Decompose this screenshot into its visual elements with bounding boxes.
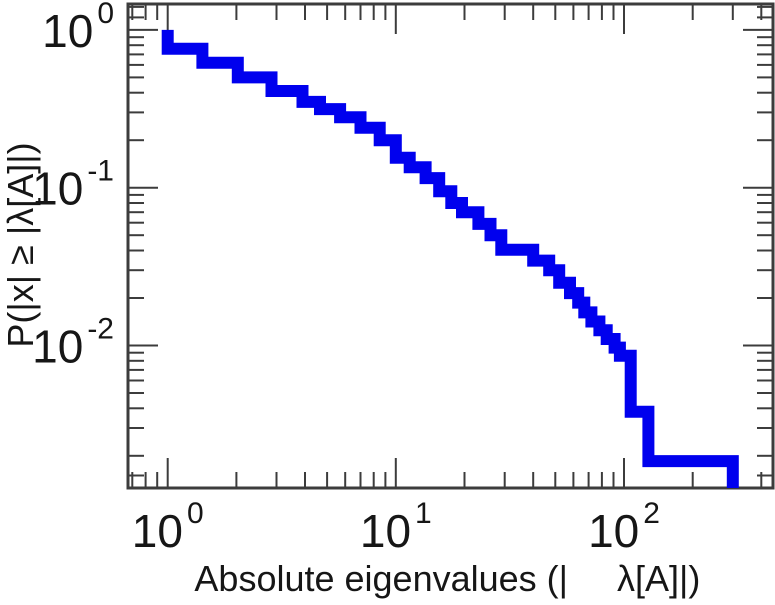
- y-tick-label: 10 0: [42, 0, 114, 57]
- x-axis-title-left: Absolute eigenvalues (|: [194, 558, 568, 599]
- y-tick-label: 10 -2: [32, 313, 114, 373]
- y-axis-title: P(|x| ≥ |λ[A]|): [0, 142, 41, 347]
- plot-layer: 10 0 10 1 10 210 010 -110 -2: [32, 0, 775, 557]
- x-axis-title: Absolute eigenvalues (| λ[A]|): [194, 558, 700, 599]
- x-tick-label: 10 1: [360, 497, 432, 557]
- x-tick-label: 10 2: [588, 497, 660, 557]
- y-tick-label-exponent: -2: [87, 313, 114, 346]
- x-tick-label-exponent: 0: [187, 497, 204, 530]
- plot-frame: [126, 2, 775, 490]
- y-tick-label-exponent: 0: [97, 0, 114, 30]
- x-axis-title-lambda: λ[A]|): [617, 558, 700, 599]
- absolute-eigenvalue-ccdf-curve: [161, 29, 739, 488]
- x-tick-label: 10 0: [132, 497, 204, 557]
- y-tick-label: 10 -1: [32, 155, 114, 215]
- x-tick-label-exponent: 1: [415, 497, 432, 530]
- x-tick-label-exponent: 2: [643, 497, 660, 530]
- y-tick-label-exponent: -1: [87, 155, 114, 188]
